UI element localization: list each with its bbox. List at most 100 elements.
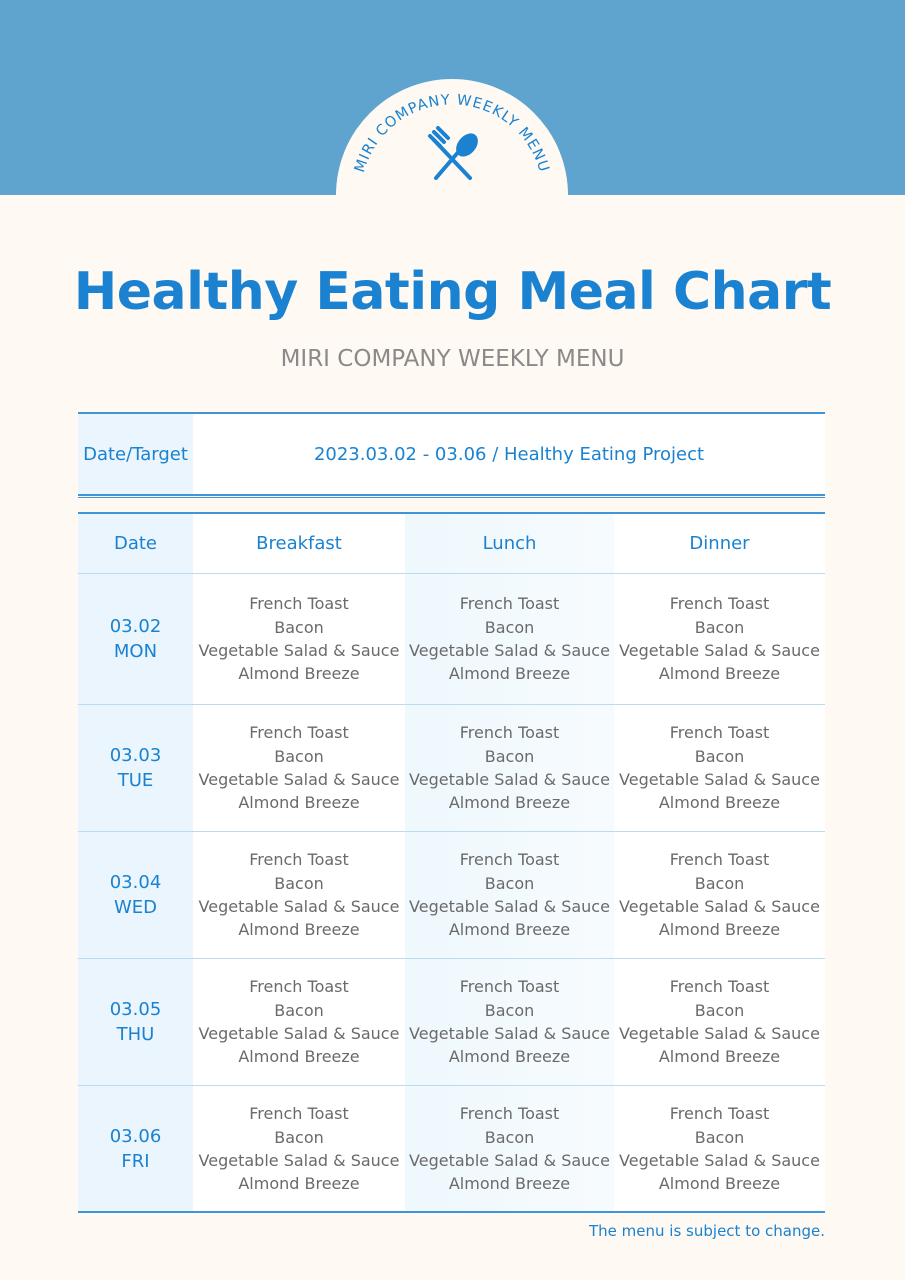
row-separator — [78, 1085, 825, 1086]
meal-item: Bacon — [694, 873, 745, 893]
day: FRI — [121, 1151, 150, 1172]
meal-cell: French Toast Bacon Vegetable Salad & Sauce… — [614, 959, 825, 1085]
meal-item: French Toast — [669, 977, 770, 997]
meal-item: French Toast — [459, 1104, 560, 1124]
row-separator — [78, 958, 825, 959]
meal-item: French Toast — [669, 1104, 770, 1124]
meal-item: Vegetable Salad & Sauce — [409, 897, 610, 916]
meal-item: French Toast — [459, 977, 560, 997]
meal-item: Vegetable Salad & Sauce — [409, 1024, 610, 1043]
meal-item: Almond Breeze — [658, 1047, 781, 1067]
date: 03.06 — [109, 1126, 162, 1147]
title: Healthy Eating Meal Chart — [73, 262, 832, 322]
meal-item: French Toast — [669, 850, 770, 870]
meal-item: Almond Breeze — [238, 664, 360, 684]
meal-item: Bacon — [694, 1127, 745, 1147]
meal-item: Vegetable Salad & Sauce — [619, 641, 820, 660]
meal-cell: French Toast Bacon Vegetable Salad & Sauce… — [614, 832, 825, 958]
meal-cell: French Toast Bacon Vegetable Salad & Sauce… — [405, 574, 614, 704]
rule — [78, 1211, 825, 1213]
meal-item: Bacon — [274, 1127, 324, 1147]
meal-item: Vegetable Salad & Sauce — [198, 641, 400, 660]
meal-item: Bacon — [274, 1000, 324, 1020]
meal-item: French Toast — [459, 723, 560, 743]
meal-item: Almond Breeze — [658, 1174, 781, 1194]
column-header: Date — [78, 514, 193, 573]
meal-cell: French Toast Bacon Vegetable Salad & Sauce… — [405, 959, 614, 1085]
meal-item: Vegetable Salad & Sauce — [619, 1024, 820, 1043]
meal-cell: French Toast Bacon Vegetable Salad & Sauce… — [193, 574, 405, 704]
rule — [78, 497, 825, 498]
column-header: Breakfast — [193, 514, 405, 573]
meal-item: Almond Breeze — [238, 1047, 360, 1067]
meal-item: Vegetable Salad & Sauce — [409, 770, 610, 789]
meal-item: Vegetable Salad & Sauce — [619, 770, 820, 789]
meal-cell: French Toast Bacon Vegetable Salad & Sauce… — [614, 705, 825, 831]
date-cell: 03.03 TUE — [78, 705, 193, 831]
date: 03.03 — [109, 745, 162, 766]
meal-cell: French Toast Bacon Vegetable Salad & Sauce… — [405, 832, 614, 958]
meal-item: Vegetable Salad & Sauce — [409, 1151, 610, 1170]
row-separator — [78, 831, 825, 832]
meal-item: Bacon — [694, 617, 745, 637]
meal-item: Almond Breeze — [238, 920, 360, 940]
meal-item: Bacon — [484, 1000, 535, 1020]
date: 03.04 — [109, 872, 162, 893]
badge-bg — [336, 79, 568, 195]
meal-item: Bacon — [694, 1000, 745, 1020]
date: 03.02 — [109, 616, 162, 637]
meal-item: French Toast — [459, 594, 560, 614]
meal-item: Bacon — [274, 746, 324, 766]
meal-item: Almond Breeze — [238, 1174, 360, 1194]
date-cell: 03.02 MON — [78, 574, 193, 704]
footnote: The menu is subject to change. — [589, 1222, 825, 1240]
meal-cell: French Toast Bacon Vegetable Salad & Sauce… — [614, 1086, 825, 1212]
meal-item: French Toast — [669, 723, 770, 743]
meal-item: Vegetable Salad & Sauce — [198, 1024, 400, 1043]
subtitle: MIRI COMPANY WEEKLY MENU — [280, 346, 625, 372]
row-separator — [78, 704, 825, 705]
meal-item: Almond Breeze — [238, 793, 360, 813]
fork-spoon-icon — [428, 126, 478, 180]
date-cell: 03.06 FRI — [78, 1086, 193, 1212]
meal-item: Almond Breeze — [448, 920, 571, 940]
meal-cell: French Toast Bacon Vegetable Salad & Sauce… — [405, 705, 614, 831]
meal-item: Vegetable Salad & Sauce — [198, 897, 400, 916]
info-label: Date/Target — [78, 414, 193, 494]
meal-item: Vegetable Salad & Sauce — [619, 897, 820, 916]
meal-item: Vegetable Salad & Sauce — [619, 1151, 820, 1170]
meal-item: Bacon — [484, 1127, 535, 1147]
date-cell: 03.04 WED — [78, 832, 193, 958]
meal-item: Almond Breeze — [658, 793, 781, 813]
meal-item: French Toast — [249, 1104, 349, 1124]
meal-item: French Toast — [669, 594, 770, 614]
meal-item: Almond Breeze — [448, 1047, 571, 1067]
meal-cell: French Toast Bacon Vegetable Salad & Sauce… — [405, 1086, 614, 1212]
day: MON — [113, 641, 158, 662]
meal-item: Almond Breeze — [658, 664, 781, 684]
meal-item: French Toast — [459, 850, 560, 870]
day: THU — [116, 1024, 155, 1045]
meal-item: Bacon — [484, 746, 535, 766]
meal-item: Bacon — [694, 746, 745, 766]
meal-cell: French Toast Bacon Vegetable Salad & Sauce… — [193, 959, 405, 1085]
meal-cell: French Toast Bacon Vegetable Salad & Sauce… — [193, 705, 405, 831]
meal-item: Almond Breeze — [658, 920, 781, 940]
meal-item: French Toast — [249, 850, 349, 870]
rule — [78, 494, 825, 496]
meal-cell: French Toast Bacon Vegetable Salad & Sauce… — [614, 574, 825, 704]
info-value: 2023.03.02 - 03.06 / Healthy Eating Proj… — [193, 414, 825, 494]
date: 03.05 — [109, 999, 162, 1020]
rule — [78, 512, 825, 514]
day: TUE — [117, 770, 154, 791]
badge: MIRI COMPANY WEEKLY MENU — [336, 79, 568, 195]
meal-item: Bacon — [484, 873, 535, 893]
meal-item: Almond Breeze — [448, 793, 571, 813]
meal-item: Vegetable Salad & Sauce — [198, 1151, 400, 1170]
meal-cell: French Toast Bacon Vegetable Salad & Sauce… — [193, 1086, 405, 1212]
meal-item: Vegetable Salad & Sauce — [409, 641, 610, 660]
meal-item: French Toast — [249, 594, 349, 614]
meal-item: Bacon — [274, 617, 324, 637]
meal-cell: French Toast Bacon Vegetable Salad & Sauce… — [193, 832, 405, 958]
